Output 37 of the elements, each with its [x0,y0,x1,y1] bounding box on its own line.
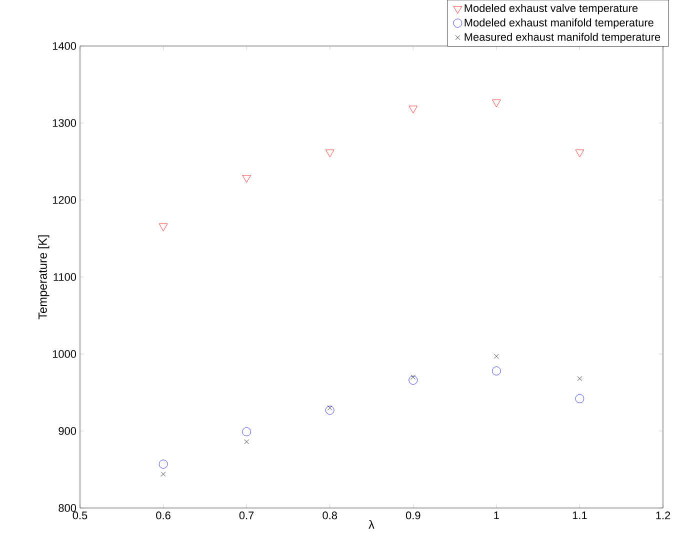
y-tick-label: 1100 [54,273,76,281]
point [158,460,168,468]
x-tick-label: 1 [494,512,499,520]
legend-label: Measured exhaust manifold temperature [464,32,660,44]
x-tick-label: 1.2 [656,512,670,520]
point [492,366,501,376]
x-tick-label: 0.5 [72,512,88,520]
x-tick-label: 0.6 [156,512,170,520]
point [410,374,416,380]
y-tick-label: 1000 [52,350,76,358]
point [408,376,418,385]
point [408,106,418,114]
point [494,354,499,359]
x-tick-label: 0.9 [406,512,420,520]
x-tick-label: 0.7 [239,512,254,520]
x-tick-label: 1.1 [572,512,587,520]
y-tick-label: 1400 [52,42,76,50]
point [242,175,251,183]
point [326,150,334,158]
point [575,394,584,404]
point [244,439,250,444]
point [492,100,501,108]
legend-label: Modeled exhaust manifold temperature [464,18,654,29]
point [575,150,584,158]
point [160,472,166,477]
point [577,376,582,382]
x-axis-title: λ [368,520,374,529]
y-tick-label: 1200 [52,196,76,204]
y-tick-label: 1300 [52,119,76,127]
y-tick-label: 900 [58,427,76,435]
y-axis-title: Temperature [K] [38,235,50,320]
y-tick-label: 800 [58,504,76,512]
point [242,427,251,436]
x-tick-label: 0.8 [322,512,337,520]
point [325,406,334,415]
point [158,224,168,232]
legend-label: Modeled exhaust valve temperature [464,4,638,14]
